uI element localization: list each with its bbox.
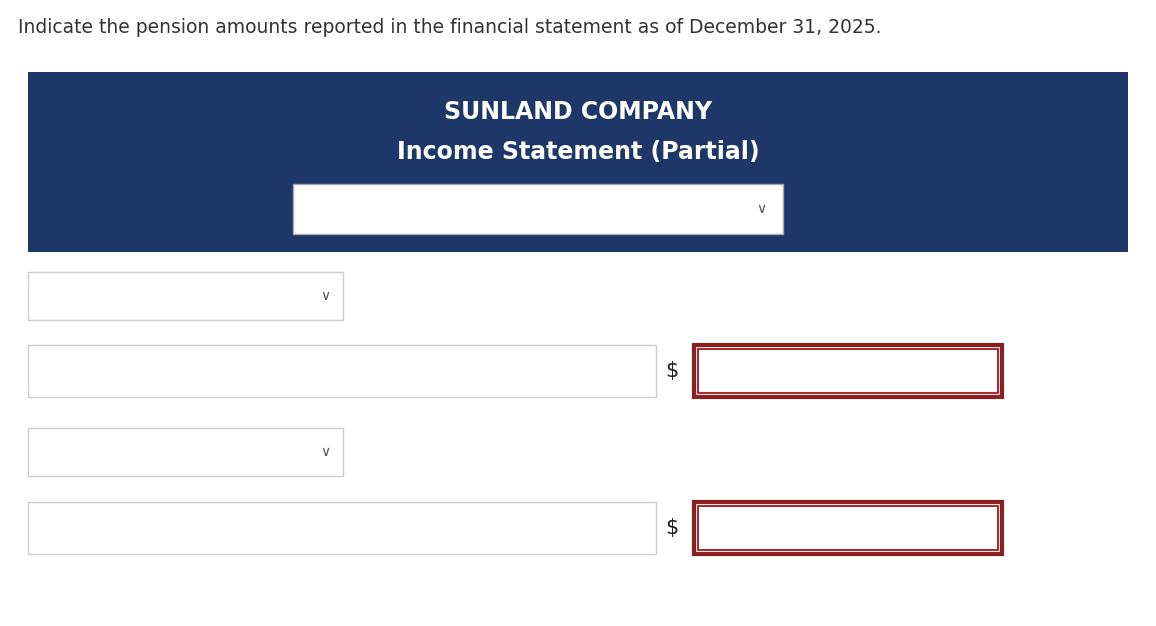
Bar <box>28 345 655 397</box>
Bar <box>28 272 343 320</box>
Text: $: $ <box>666 518 679 538</box>
Text: $: $ <box>666 361 679 381</box>
Text: SUNLAND COMPANY: SUNLAND COMPANY <box>444 100 712 124</box>
Bar <box>28 428 343 476</box>
Text: Indicate the pension amounts reported in the financial statement as of December : Indicate the pension amounts reported in… <box>18 18 882 37</box>
Bar <box>28 502 655 554</box>
Bar <box>698 349 998 393</box>
Text: ∨: ∨ <box>756 202 766 216</box>
Bar <box>698 506 998 550</box>
Bar <box>694 502 1002 554</box>
Text: ∨: ∨ <box>320 289 331 303</box>
Bar <box>694 345 1002 397</box>
Bar <box>28 72 1128 252</box>
Text: Income Statement (Partial): Income Statement (Partial) <box>397 140 759 164</box>
Bar <box>292 184 783 234</box>
Text: ∨: ∨ <box>320 445 331 459</box>
